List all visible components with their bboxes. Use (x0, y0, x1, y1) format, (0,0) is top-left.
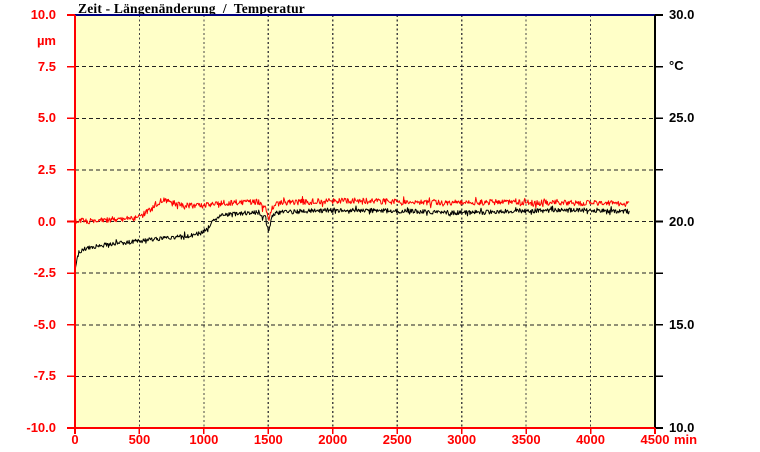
right-axis-tick-label: 20.0 (669, 213, 695, 229)
x-axis-tick-label: 4500 (640, 432, 670, 447)
left-axis-tick-label: 0.0 (37, 213, 56, 229)
right-axis-tick-label: 15.0 (669, 316, 695, 332)
left-axis-tick-label: -10.0 (26, 420, 56, 435)
right-axis-tick-label: 10.0 (669, 420, 695, 435)
x-axis-tick-label: 4000 (576, 432, 605, 447)
left-axis-tick-label: -2.5 (33, 265, 56, 281)
x-axis-tick-label: 3500 (511, 432, 541, 447)
right-axis-tick-label: 30.0 (669, 7, 695, 22)
x-axis-tick-label: 1500 (253, 432, 283, 447)
x-axis-tick-label: 2500 (382, 432, 412, 447)
x-axis-tick-label: 0 (71, 432, 79, 447)
left-axis-tick-label: -7.5 (33, 368, 56, 384)
left-axis-tick-label: 10.0 (30, 7, 56, 22)
chart-title: Zeit - Längenänderung / Temperatur (78, 1, 305, 16)
x-axis-tick-label: 2000 (318, 432, 348, 447)
x-axis-tick-label: 3000 (447, 432, 477, 447)
right-axis-tick-label: 25.0 (669, 110, 695, 126)
left-axis-unit-label: µm (36, 33, 56, 48)
x-axis-unit-label: min (674, 432, 698, 447)
x-axis-tick-label: 1000 (189, 432, 219, 447)
left-axis-tick-label: 7.5 (37, 58, 56, 74)
x-axis-tick-label: 500 (128, 432, 151, 447)
left-axis-tick-label: 2.5 (37, 161, 56, 177)
left-axis-tick-label: 5.0 (37, 110, 56, 126)
left-axis-tick-label: -5.0 (33, 316, 56, 332)
right-axis-unit-label: °C (669, 58, 684, 73)
